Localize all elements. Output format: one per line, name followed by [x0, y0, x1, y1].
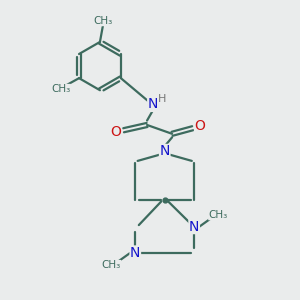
Text: N: N [130, 246, 140, 260]
Text: N: N [189, 220, 200, 234]
Text: CH₃: CH₃ [51, 84, 70, 94]
Text: N: N [160, 145, 170, 158]
Text: O: O [111, 125, 122, 139]
Text: N: N [148, 98, 158, 111]
Text: CH₃: CH₃ [209, 210, 228, 220]
Text: O: O [195, 119, 206, 133]
Text: CH₃: CH₃ [94, 16, 113, 26]
Text: CH₃: CH₃ [101, 260, 121, 270]
Text: H: H [158, 94, 166, 104]
